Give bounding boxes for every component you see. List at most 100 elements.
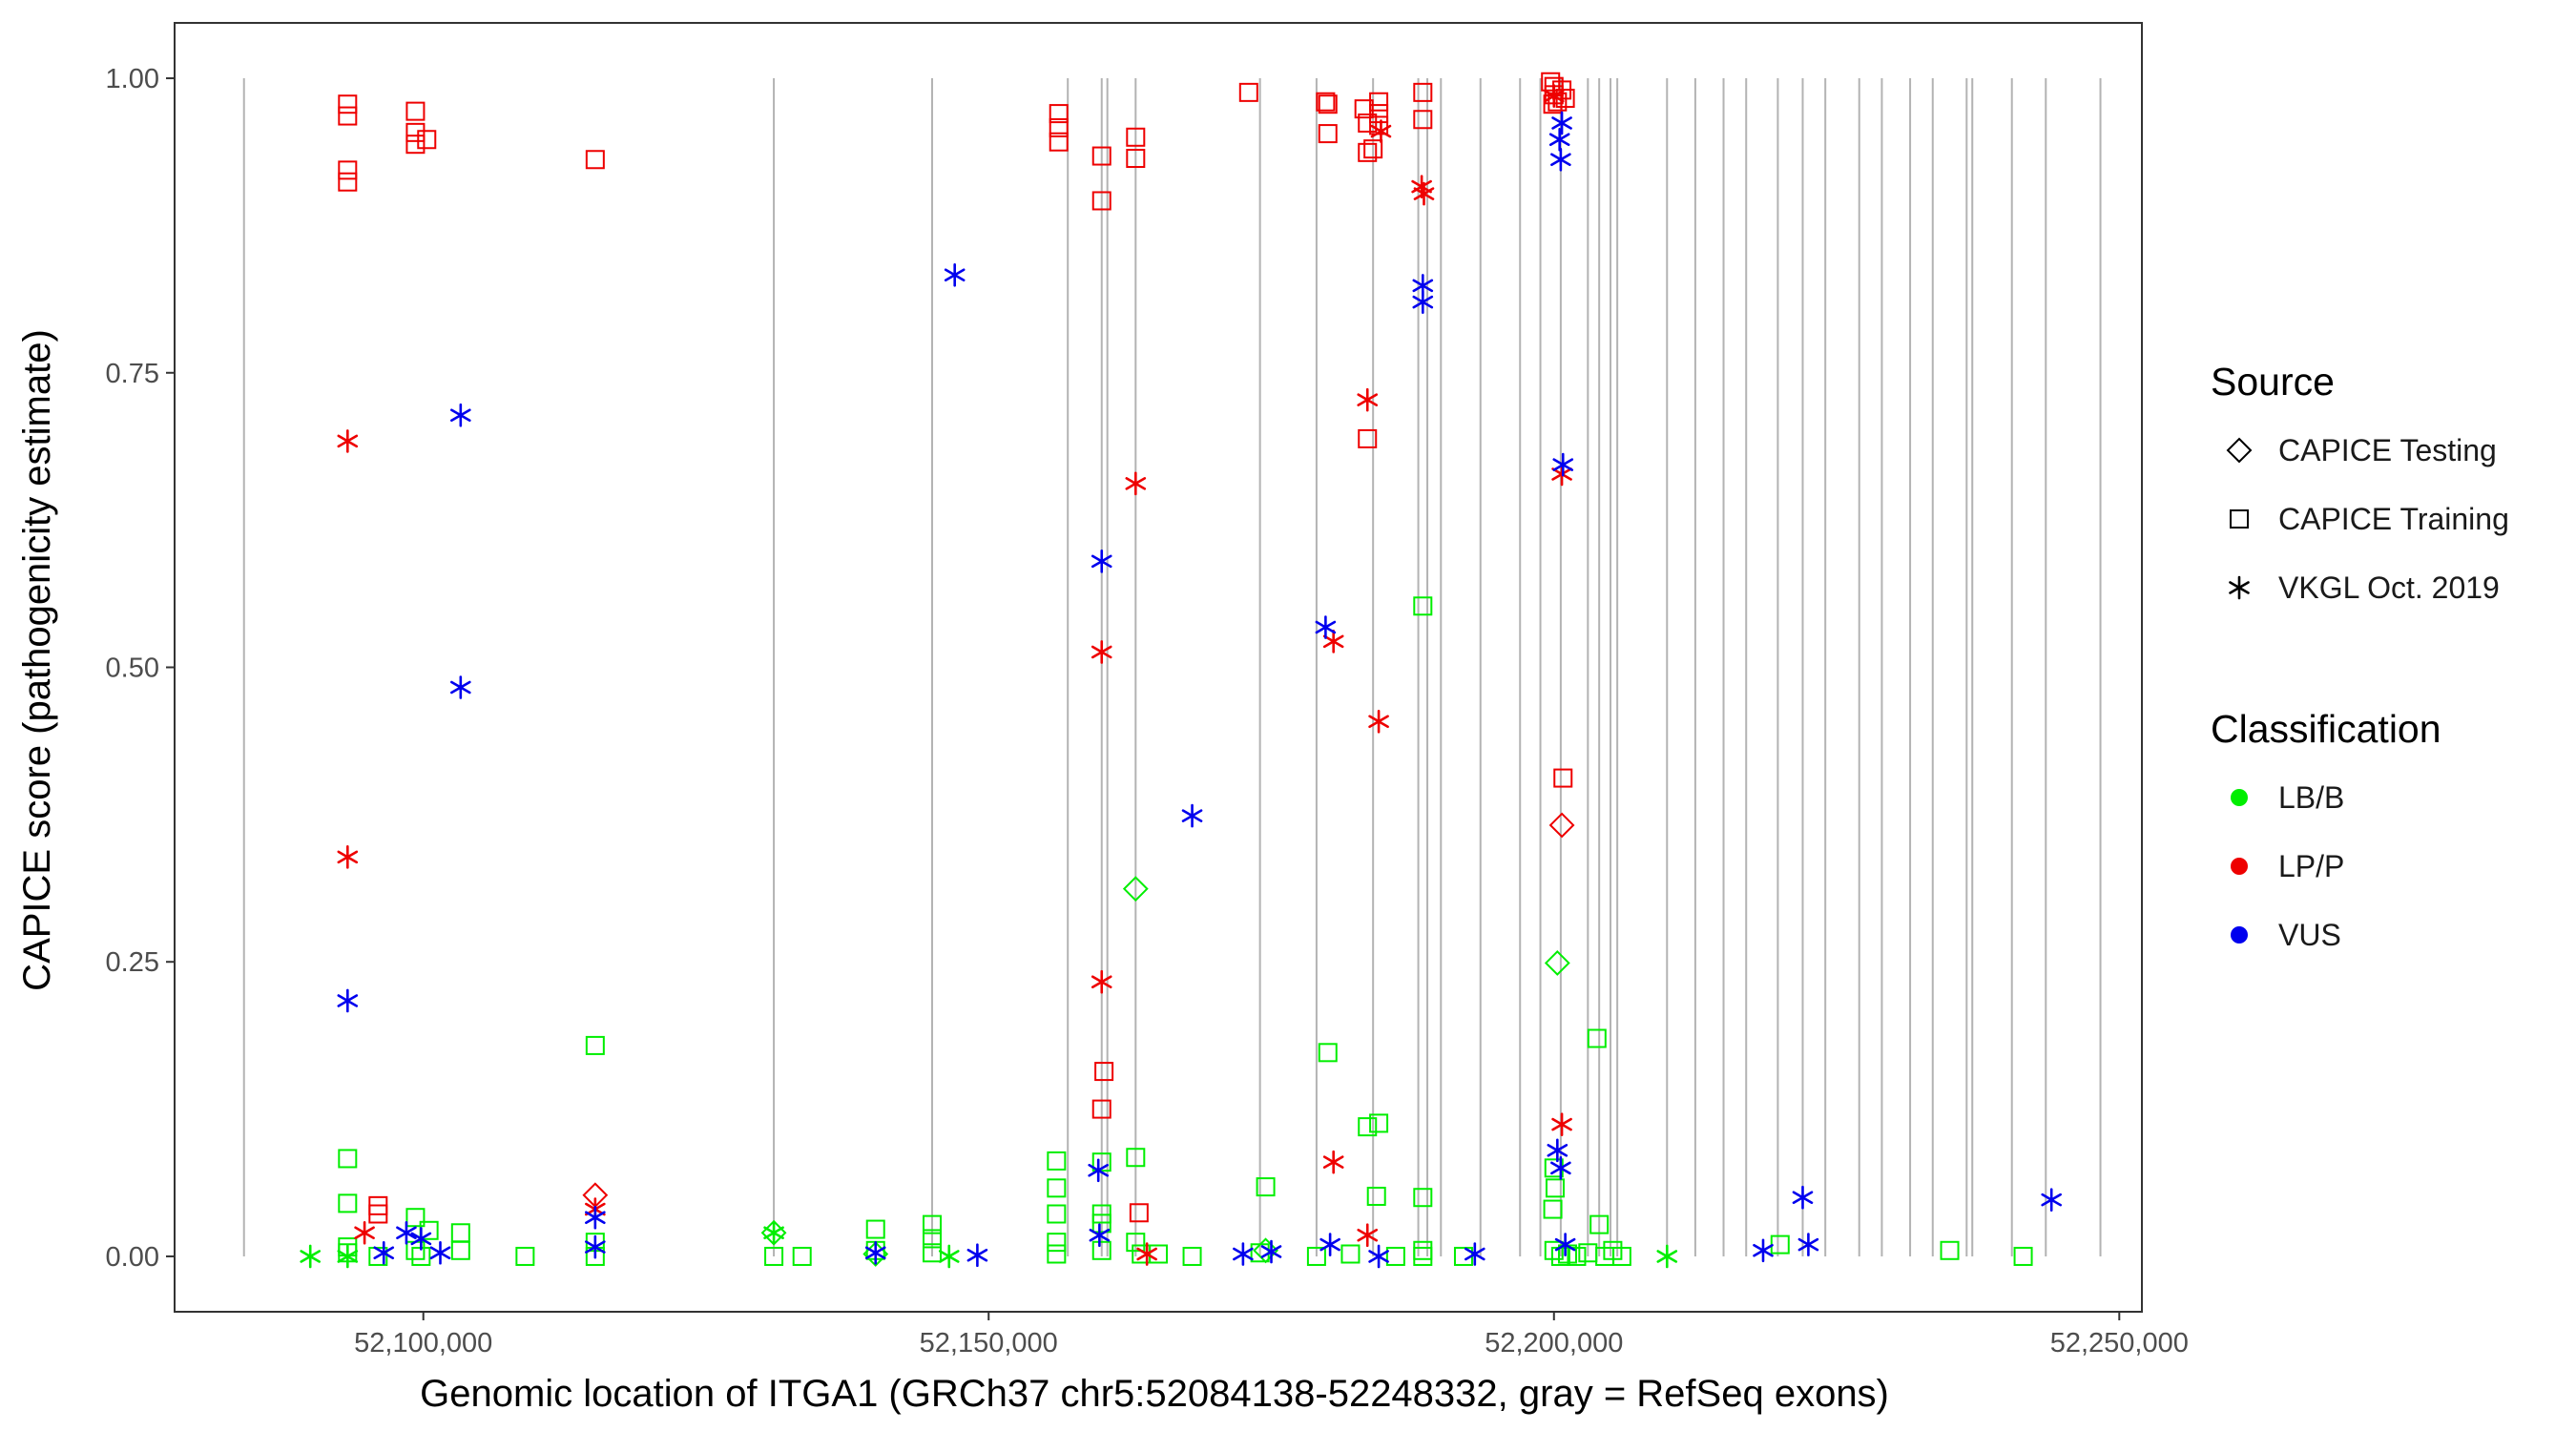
data-point bbox=[1315, 615, 1337, 639]
data-point bbox=[1357, 1223, 1379, 1248]
data-point bbox=[1553, 768, 1573, 788]
data-point bbox=[944, 262, 966, 287]
data-point bbox=[405, 101, 426, 121]
data-point bbox=[515, 1246, 535, 1266]
x-tick-label: 52,250,000 bbox=[2050, 1328, 2189, 1358]
legend-dot-icon bbox=[2231, 789, 2248, 806]
data-point bbox=[1094, 1062, 1114, 1082]
data-point bbox=[338, 106, 358, 126]
data-point bbox=[1129, 1203, 1149, 1223]
legend-diamond-icon bbox=[2226, 437, 2253, 464]
data-point bbox=[1047, 1204, 1067, 1224]
data-point bbox=[1753, 1238, 1774, 1263]
data-point bbox=[1547, 1138, 1568, 1163]
data-point bbox=[1413, 181, 1435, 206]
data-point bbox=[1550, 147, 1571, 172]
data-point bbox=[1370, 119, 1392, 143]
data-point bbox=[1368, 710, 1389, 734]
data-point bbox=[1091, 1152, 1111, 1172]
data-point bbox=[1091, 1213, 1111, 1234]
data-point bbox=[450, 675, 471, 699]
data-point bbox=[1136, 1242, 1157, 1266]
exon-lines bbox=[242, 78, 2102, 1256]
legend-classification-label: LP/P bbox=[2278, 849, 2344, 883]
data-point bbox=[1567, 1246, 1587, 1266]
data-point bbox=[1318, 1043, 1338, 1063]
data-point bbox=[450, 1223, 470, 1243]
data-point bbox=[1358, 1117, 1378, 1137]
data-point bbox=[864, 1240, 886, 1265]
data-point bbox=[1358, 142, 1378, 162]
data-point bbox=[1369, 92, 1389, 112]
data-point bbox=[1149, 1244, 1168, 1264]
legend-classification-title: Classification bbox=[2211, 707, 2441, 751]
data-point bbox=[1369, 104, 1389, 124]
data-point bbox=[1181, 803, 1203, 828]
data-point bbox=[1238, 82, 1258, 102]
legend-asterisk-icon bbox=[2229, 575, 2250, 600]
data-point bbox=[1797, 1233, 1819, 1256]
data-point bbox=[1589, 1214, 1610, 1234]
legend-source-label: CAPICE Training bbox=[2278, 502, 2509, 536]
data-point bbox=[1548, 127, 1570, 152]
data-point bbox=[1543, 1199, 1563, 1219]
data-point bbox=[429, 1240, 451, 1265]
data-point bbox=[1049, 117, 1069, 137]
y-tick-label: 0.25 bbox=[106, 947, 159, 978]
data-point bbox=[1543, 84, 1565, 108]
legend-source-label: CAPICE Testing bbox=[2278, 433, 2497, 467]
data-point bbox=[922, 1229, 942, 1249]
axes: 0.00 0.25 0.50 0.75 1.00 52,100,000 52,150,000… bbox=[106, 64, 2189, 1358]
data-point bbox=[1318, 94, 1338, 114]
legend-classification-label: LB/B bbox=[2278, 780, 2344, 815]
data-point bbox=[1413, 1240, 1433, 1260]
data-point bbox=[1233, 1242, 1254, 1266]
data-point bbox=[338, 172, 358, 192]
data-point bbox=[1126, 149, 1146, 169]
data-point bbox=[354, 1220, 375, 1245]
data-point bbox=[1413, 82, 1433, 102]
data-point bbox=[1544, 1240, 1564, 1260]
data-point bbox=[1322, 1150, 1344, 1174]
data-point bbox=[1792, 1185, 1814, 1210]
data-point bbox=[1354, 99, 1374, 119]
data-point bbox=[792, 1246, 812, 1266]
data-points bbox=[300, 72, 2062, 1269]
data-point bbox=[966, 1243, 988, 1268]
data-point bbox=[1319, 1233, 1340, 1256]
data-point bbox=[1126, 1233, 1146, 1253]
data-point bbox=[338, 94, 358, 114]
data-point bbox=[1340, 1244, 1361, 1264]
data-point bbox=[1091, 146, 1111, 166]
data-point bbox=[1091, 1240, 1111, 1260]
data-point bbox=[862, 1241, 889, 1267]
data-point bbox=[1550, 1156, 1571, 1180]
data-point bbox=[1049, 132, 1069, 152]
data-point bbox=[1047, 1244, 1067, 1264]
data-point bbox=[373, 1240, 395, 1265]
data-point bbox=[764, 1246, 784, 1266]
x-tick-label: 52,200,000 bbox=[1485, 1328, 1623, 1358]
legend-source-label: VKGL Oct. 2019 bbox=[2278, 570, 2500, 605]
data-point bbox=[337, 429, 359, 453]
legend-dot-icon bbox=[2231, 858, 2248, 875]
data-point bbox=[1369, 1113, 1389, 1133]
data-point bbox=[396, 1220, 417, 1245]
data-point bbox=[1385, 1246, 1405, 1266]
data-point bbox=[1091, 969, 1112, 994]
data-point bbox=[1412, 290, 1434, 314]
data-point bbox=[1126, 1148, 1146, 1168]
data-point bbox=[585, 1205, 606, 1230]
data-point bbox=[1253, 1237, 1278, 1264]
data-point bbox=[410, 1227, 432, 1251]
data-point bbox=[1126, 127, 1146, 147]
data-point bbox=[2041, 1188, 2062, 1212]
data-point bbox=[405, 135, 426, 155]
data-point bbox=[1047, 1178, 1067, 1198]
data-point bbox=[1656, 1244, 1678, 1269]
data-point bbox=[1125, 471, 1147, 496]
legend: Source CAPICE Testing CAPICE Training VKGL… bbox=[2211, 360, 2509, 952]
legend-dot-icon bbox=[2231, 926, 2248, 944]
data-point bbox=[585, 150, 605, 170]
